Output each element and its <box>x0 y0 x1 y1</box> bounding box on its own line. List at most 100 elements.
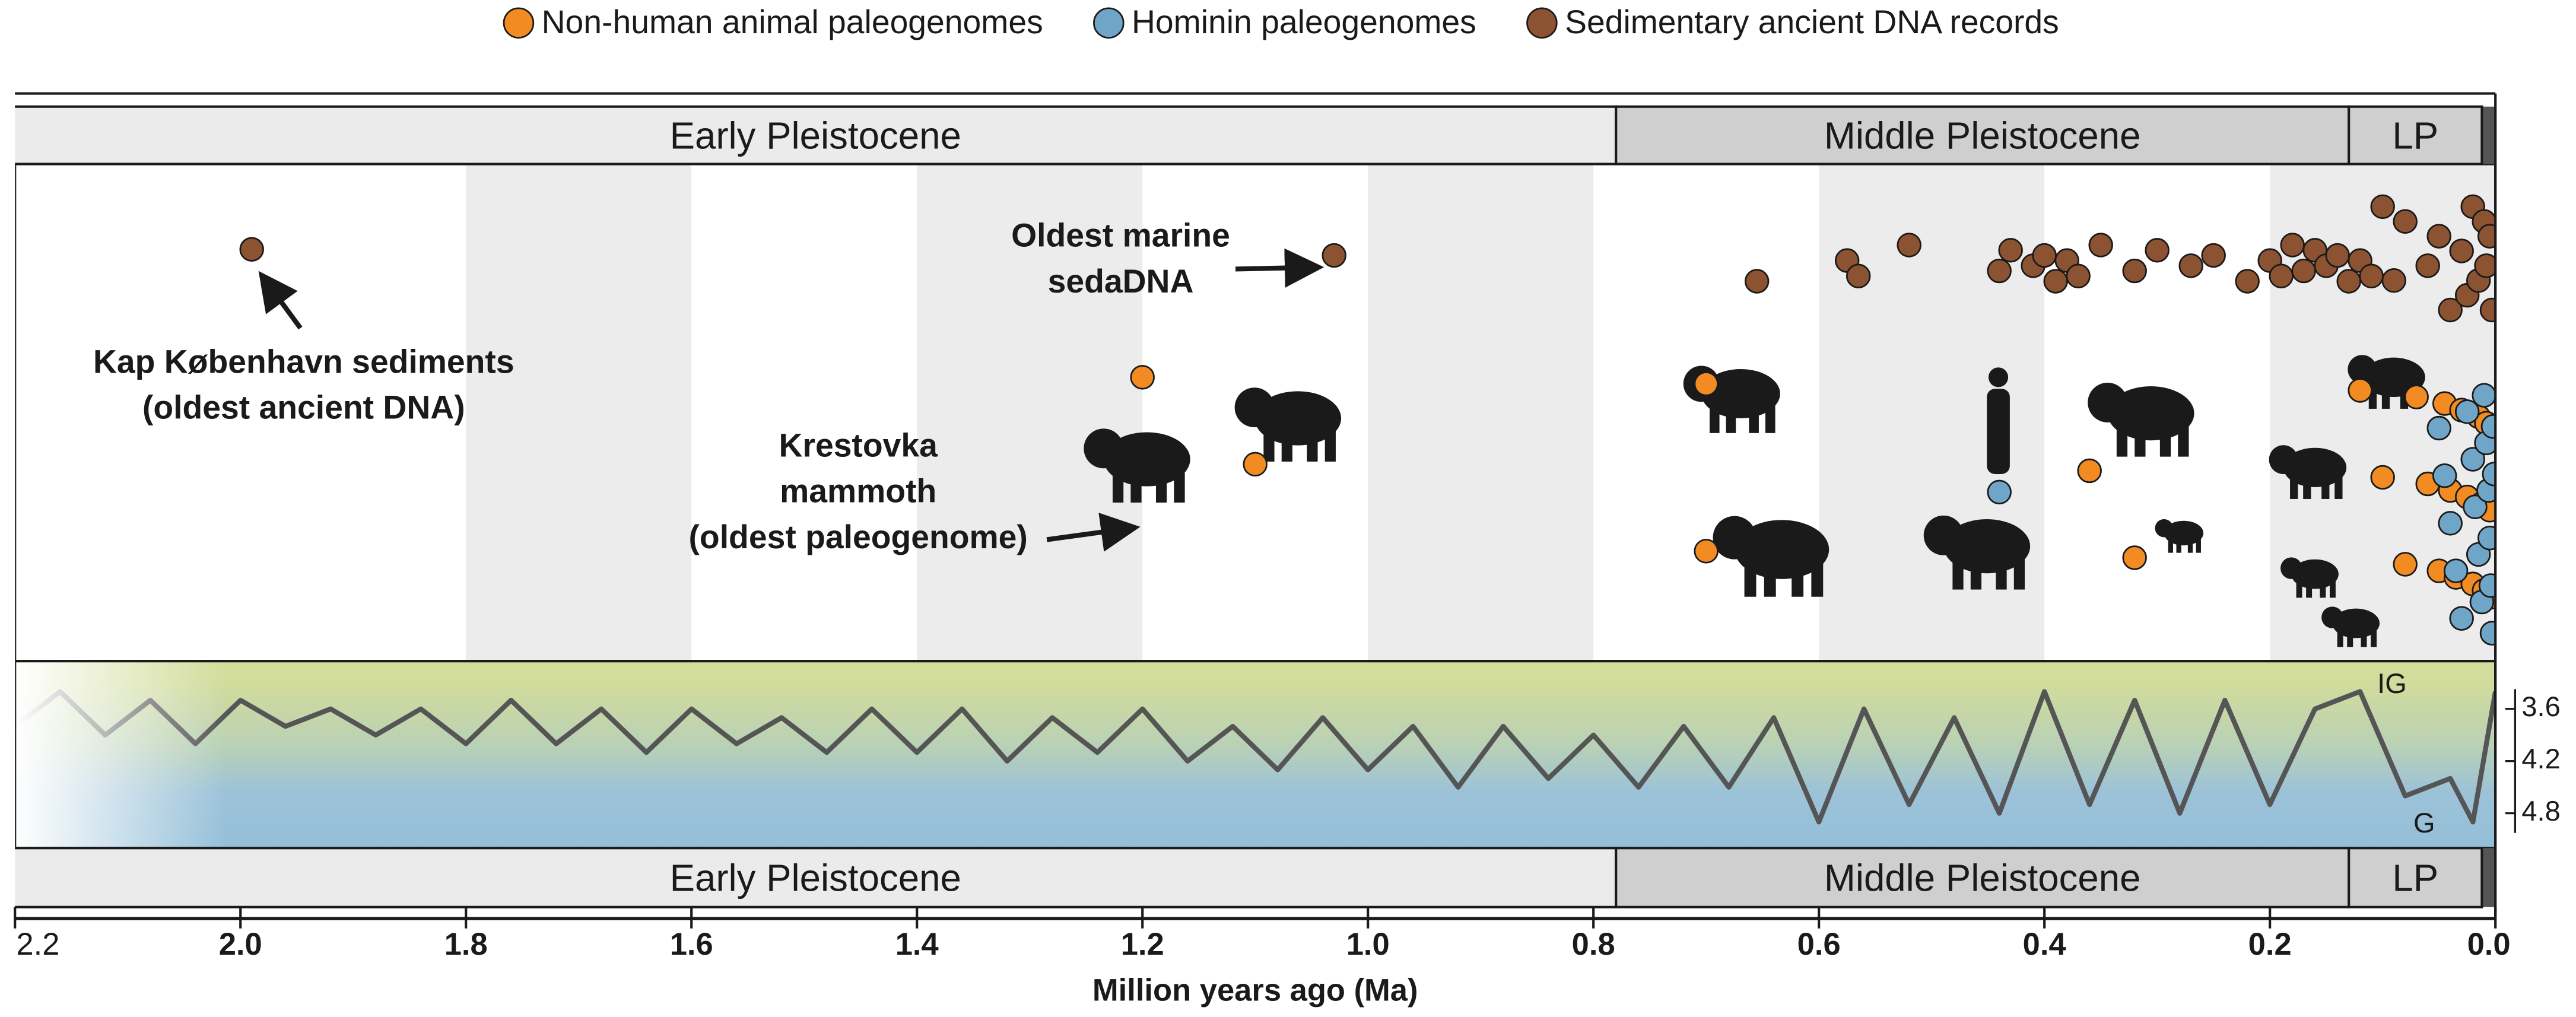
climate-line <box>15 689 2496 825</box>
silhouette-head <box>2280 557 2302 579</box>
x-tick-label: 1.0 <box>1346 927 1390 962</box>
silhouette-body <box>2332 608 2380 638</box>
silhouette-leg <box>2296 580 2302 598</box>
period-label: LP <box>2392 115 2438 157</box>
holocene-band <box>2482 106 2496 164</box>
data-point <box>1694 539 1719 564</box>
silhouette-leg <box>2334 475 2343 499</box>
data-point <box>2269 263 2294 289</box>
x-axis-title: Million years ago (Ma) <box>1092 972 1418 1008</box>
legend-swatch <box>1526 7 1558 39</box>
interglacial-label: IG <box>2377 668 2407 699</box>
data-point <box>1846 263 1871 289</box>
data-point <box>2454 399 2480 424</box>
data-point <box>2122 545 2147 570</box>
period-label: LP <box>2392 857 2438 899</box>
silhouette-leg <box>2320 580 2326 598</box>
silhouette <box>1923 515 2031 590</box>
silhouette-leg <box>1749 403 1759 433</box>
silhouette-leg <box>1726 403 1736 433</box>
data-point <box>2066 263 2091 289</box>
silhouette-leg <box>2176 538 2181 553</box>
data-point <box>2426 224 2451 249</box>
annotation-arrow <box>1046 513 1141 552</box>
silhouette <box>2280 557 2339 598</box>
data-point <box>2415 253 2440 278</box>
data-point <box>2449 239 2474 263</box>
left-fade <box>15 164 228 848</box>
silhouette-head <box>2269 445 2298 474</box>
silhouette <box>1084 428 1190 503</box>
annotation: Oldest marine <box>1011 217 1230 253</box>
silhouette-leg <box>1952 557 1964 590</box>
x-tick-label: 1.2 <box>1121 927 1164 962</box>
data-point <box>2478 573 2496 598</box>
y2-tick-label: 3.6 <box>2521 691 2560 722</box>
period-label: Middle Pleistocene <box>1824 857 2141 899</box>
silhouette-head <box>1713 516 1756 560</box>
silhouette-leg <box>1996 557 2007 590</box>
x-tick-label: 1.8 <box>444 927 488 962</box>
silhouette-leg <box>2159 424 2171 457</box>
silhouette-leg <box>1324 429 1336 462</box>
data-point <box>2088 233 2113 258</box>
data-point <box>1744 269 1770 294</box>
plot-area: Early Pleistocene Middle Pleistocene LP Ear… <box>15 105 2496 908</box>
silhouette-body <box>1987 389 2010 474</box>
data-point <box>1897 233 1921 258</box>
silhouette-head <box>2348 355 2377 384</box>
data-point <box>2479 297 2496 323</box>
silhouette-leg <box>2290 475 2298 499</box>
silhouette-leg <box>1970 557 1982 590</box>
silhouette-body <box>2291 559 2339 589</box>
silhouette-leg <box>2337 629 2343 647</box>
period-label: Middle Pleistocene <box>1824 115 2141 157</box>
period-label: Early Pleistocene <box>670 857 961 899</box>
data-point <box>2381 268 2406 293</box>
silhouette-leg <box>1263 429 1275 462</box>
legend-swatch <box>503 7 535 39</box>
data-point <box>2393 209 2418 234</box>
grey-band <box>1368 164 1594 662</box>
silhouette-head <box>1234 387 1275 428</box>
data-point <box>1130 365 1155 390</box>
data-point <box>2443 558 2469 583</box>
legend-label: Hominin paleogenomes <box>1132 4 1476 40</box>
data-point <box>2479 621 2496 646</box>
silhouette-leg <box>1281 429 1292 462</box>
data-point <box>2077 458 2102 484</box>
silhouette-body <box>2164 520 2204 546</box>
data-point <box>2480 414 2496 439</box>
overlay: 2.2 2.0 1.8 1.6 1.4 1.2 1.0 0.8 0.6 0.4 0.2 0.0 Mill… <box>14 4 2561 1008</box>
data-point <box>1987 258 2012 284</box>
period-label: Early Pleistocene <box>670 115 961 157</box>
silhouette-leg <box>2187 538 2193 553</box>
silhouette <box>2088 382 2194 457</box>
silhouette-leg <box>1130 470 1142 503</box>
silhouette-leg <box>1709 403 1720 433</box>
data-point <box>2348 378 2372 403</box>
annotation: Krestovka <box>779 427 939 463</box>
silhouette-leg <box>2178 424 2189 457</box>
data-point <box>2438 511 2463 536</box>
silhouette-leg <box>2321 475 2330 499</box>
grey-band <box>466 164 692 662</box>
data-point <box>2432 463 2457 488</box>
data-point <box>2359 263 2384 289</box>
silhouette-head <box>2155 519 2173 538</box>
silhouette-leg <box>2135 424 2146 457</box>
data-point <box>1243 452 1268 477</box>
x-tick-label: 0.4 <box>2023 927 2066 962</box>
holocene-band <box>2482 848 2496 907</box>
grey-band <box>917 164 1143 662</box>
legend-label: Non-human animal paleogenomes <box>542 4 1043 40</box>
silhouette-leg <box>1155 470 1167 503</box>
silhouette-body <box>1943 519 2031 574</box>
data-point <box>2032 243 2057 268</box>
x-tick-label: 0.2 <box>2248 927 2292 962</box>
silhouette-leg <box>1792 561 1804 597</box>
silhouette-leg <box>2303 475 2311 499</box>
glacial-label: G <box>2413 807 2435 838</box>
data-point <box>2460 447 2485 472</box>
